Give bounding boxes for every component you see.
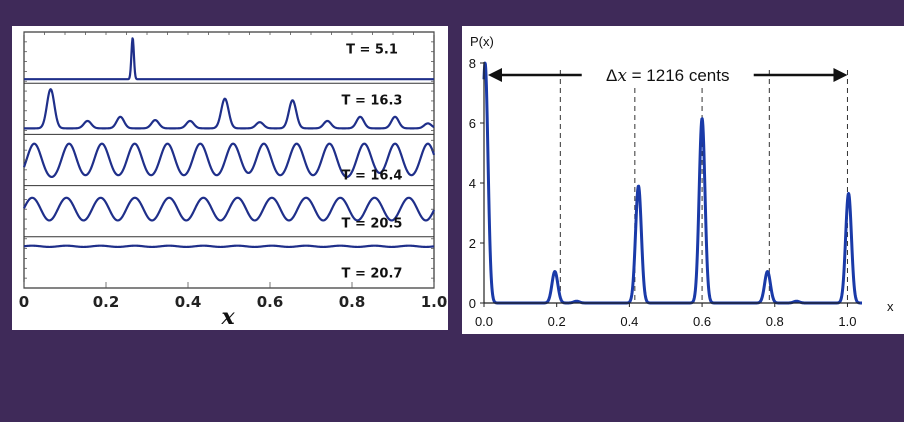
panel-curve-4 [23, 196, 435, 222]
right-y-tick-label: 6 [469, 116, 476, 131]
right-x-tick-label: 0.8 [766, 314, 784, 329]
right-y-tick-label: 0 [469, 296, 476, 311]
right-x-tick-label: 0.0 [475, 314, 493, 329]
left-x-tick-label: 1.0 [421, 293, 448, 311]
delta-symbol: Δ [606, 66, 617, 85]
left-chart: 0 0.2 0.4 0.6 0.8 1.0 T = 5.1 T = 16.3 T = 16.4… [12, 26, 448, 330]
right-x-tick-label: 0.2 [548, 314, 566, 329]
delta-value: = 1216 cents [627, 66, 730, 85]
right-x-tick-label: 0.6 [693, 314, 711, 329]
delta-variable: x [617, 66, 627, 86]
panel-curve-1 [23, 37, 435, 81]
left-x-axis-label: x [220, 304, 235, 330]
right-y-axis-label: P(x) [470, 34, 494, 49]
right-y-tick-label: 8 [469, 56, 476, 71]
right-x-tick-label: 0.4 [620, 314, 638, 329]
right-chart: 0.0 0.2 0.4 0.6 0.8 1.0 0 2 4 6 8 P(x) x Δx = 1216… [462, 26, 904, 334]
left-x-tick-label: 0.8 [339, 293, 366, 311]
left-x-tick-label: 0 [19, 293, 29, 311]
panel-curve-5 [23, 244, 435, 249]
panel-label-2: T = 16.3 [342, 94, 403, 109]
panel-label-1: T = 5.1 [346, 42, 398, 57]
delta-x-label-background [581, 62, 754, 88]
delta-x-arrowhead-left [488, 68, 502, 82]
panel-curve-2 [23, 88, 435, 130]
delta-x-arrowhead-right [833, 68, 848, 82]
panel-label-4: T = 20.5 [342, 217, 403, 232]
right-x-tick-label: 1.0 [838, 314, 856, 329]
right-x-axis-label: x [887, 299, 894, 314]
right-y-tick-label: 4 [469, 176, 476, 191]
left-x-tick-label: 0.6 [257, 293, 284, 311]
left-x-tick-label: 0.2 [93, 293, 120, 311]
right-y-tick-label: 2 [469, 236, 476, 251]
delta-x-annotation: Δx = 1216 cents [488, 62, 848, 88]
left-x-tick-label: 0.4 [175, 293, 202, 311]
left-chart-background [12, 26, 448, 330]
delta-x-label: Δx = 1216 cents [606, 66, 730, 86]
panel-label-5: T = 20.7 [342, 267, 403, 282]
panel-curve-3 [22, 142, 436, 179]
panel-label-3: T = 16.4 [342, 168, 403, 183]
